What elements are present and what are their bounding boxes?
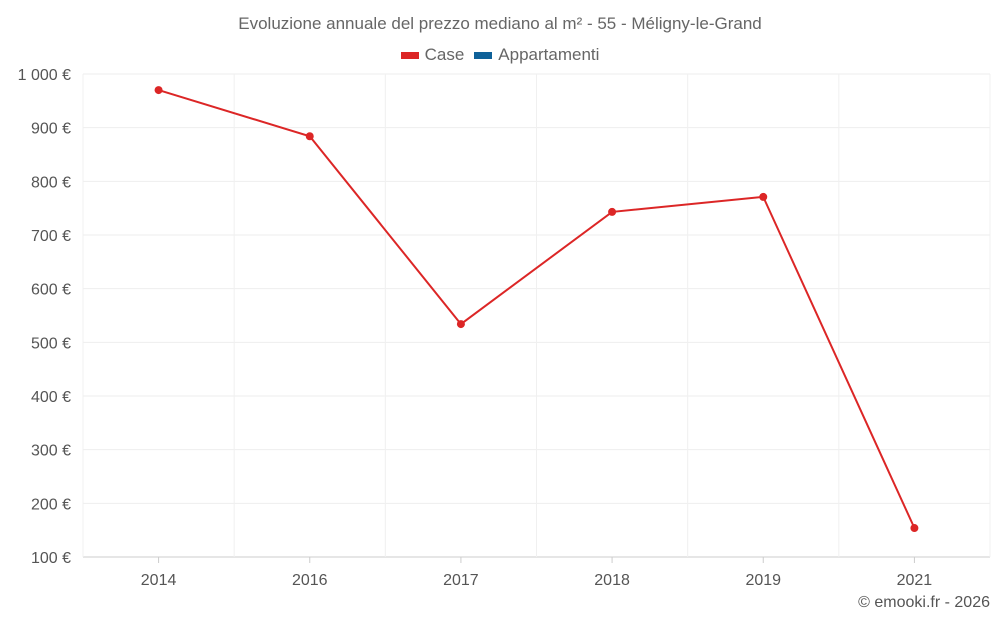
legend: Case Appartamenti [0,45,1000,65]
data-point [305,132,314,141]
y-tick-label: 400 € [31,389,71,406]
y-tick-label: 600 € [31,282,71,299]
y-tick-label: 500 € [31,335,71,352]
y-tick-label: 700 € [31,228,71,245]
x-tick-label: 2021 [897,572,933,589]
x-tick-label: 2017 [443,572,479,589]
y-tick-label: 1 000 € [18,67,71,84]
legend-item-appartamenti[interactable]: Appartamenti [474,45,599,65]
y-tick-label: 800 € [31,174,71,191]
y-tick-label: 100 € [31,550,71,567]
series-line-case [158,89,916,529]
legend-swatch-case [400,51,419,59]
x-tick-label: 2014 [141,572,177,589]
y-tick-label: 900 € [31,121,71,138]
credit: © emooki.fr - 2026 [858,594,990,611]
y-tick-label: 200 € [31,496,71,513]
legend-label-appartamenti: Appartamenti [498,45,600,64]
data-point [154,86,163,95]
x-tick-label: 2018 [594,572,630,589]
data-point [608,207,617,216]
data-point [910,524,919,533]
data-point [456,320,465,329]
x-tick-label: 2019 [745,572,781,589]
x-tick-label: 2016 [292,572,328,589]
legend-label-case: Case [424,45,465,64]
legend-swatch-appartamenti [474,51,493,59]
chart-title: Evoluzione annuale del prezzo mediano al… [238,14,762,33]
y-tick-label: 300 € [31,443,71,460]
data-point [759,192,768,201]
legend-item-case[interactable]: Case [400,45,465,65]
